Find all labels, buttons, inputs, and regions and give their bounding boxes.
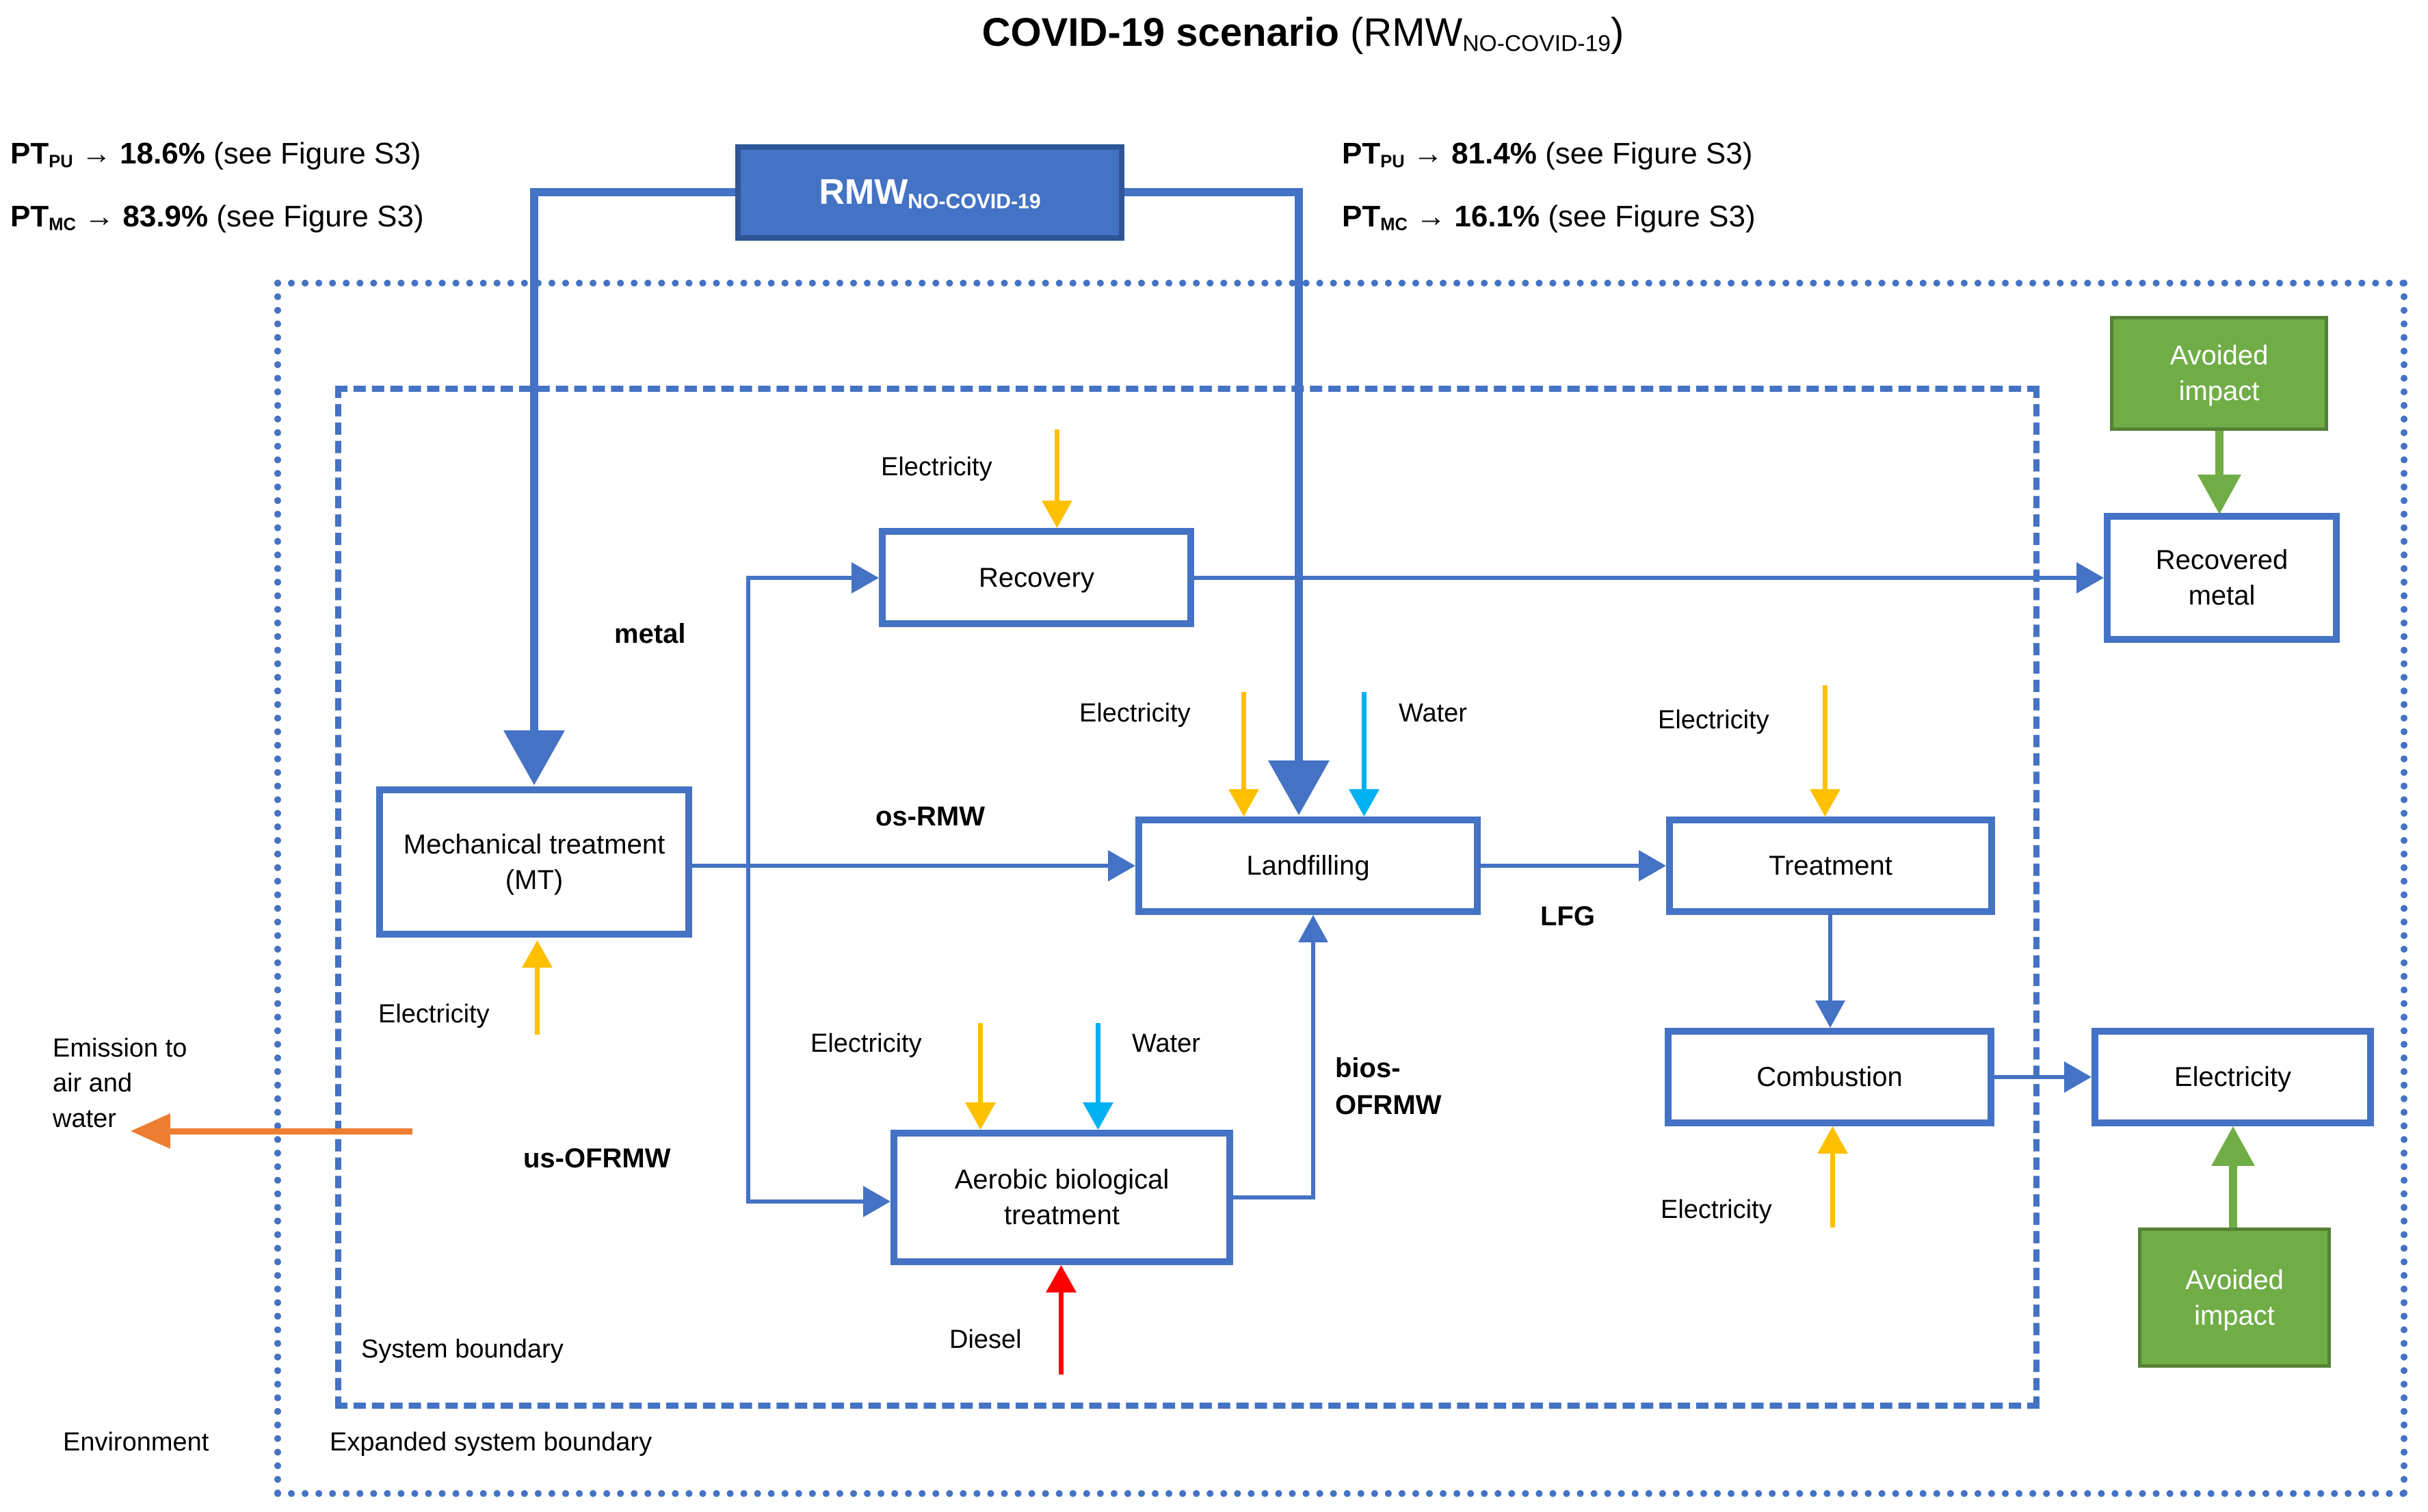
rmw-to-landfilling-line-v bbox=[1295, 188, 1303, 762]
electricity-arrow-aerobic-line bbox=[978, 1023, 983, 1104]
emission-label: Emission to air and water bbox=[53, 1034, 187, 1133]
treatment-to-combustion-line bbox=[1828, 915, 1832, 1002]
electricity-label-combustion: Electricity bbox=[1661, 1195, 1772, 1224]
metal-label: metal bbox=[614, 619, 686, 649]
metal-line-v bbox=[746, 578, 750, 868]
node-rmw-source: RMWNO-COVID-19 bbox=[735, 144, 1124, 241]
expanded-system-boundary bbox=[274, 280, 2407, 1497]
system-boundary-label: System boundary bbox=[361, 1335, 564, 1364]
us-ofrmw-label: us-OFRMW bbox=[523, 1143, 671, 1173]
avoided-impact-bottom-arrow-line bbox=[2229, 1165, 2237, 1228]
bios-ofrmw-label: bios-OFRMW bbox=[1335, 1053, 1442, 1120]
pt-annotation-left-pu: PTPU → 18.6% (see Figure S3) bbox=[10, 137, 421, 172]
electricity-arrow-treatment-line bbox=[1823, 685, 1827, 791]
expanded-system-boundary-label: Expanded system boundary bbox=[330, 1428, 652, 1457]
us-ofrmw-line-v bbox=[746, 866, 750, 1204]
node-treatment: Treatment bbox=[1666, 817, 1995, 915]
electricity-arrow-mt-line bbox=[535, 966, 540, 1035]
node-combustion: Combustion bbox=[1665, 1028, 1994, 1126]
emission-arrow-line bbox=[169, 1128, 412, 1135]
water-arrow-landfilling-line bbox=[1362, 692, 1367, 791]
water-label-landfilling: Water bbox=[1399, 699, 1467, 728]
system-boundary bbox=[335, 386, 2040, 1409]
electricity-arrow-recovery-line bbox=[1055, 429, 1059, 502]
os-rmw-line bbox=[692, 864, 1109, 868]
pt-annotation-right-mc: PTMC → 16.1% (see Figure S3) bbox=[1342, 200, 1756, 235]
diesel-arrow-line bbox=[1059, 1291, 1064, 1375]
us-ofrmw-line-h bbox=[746, 1199, 865, 1204]
node-recovered-metal: Recovered metal bbox=[2104, 513, 2340, 643]
rmw-to-mt-line-v bbox=[530, 188, 538, 732]
environment-label: Environment bbox=[63, 1428, 209, 1457]
node-landfilling: Landfilling bbox=[1135, 817, 1481, 915]
page-title: COVID-19 scenario (RMWNO-COVID-19) bbox=[981, 10, 1624, 57]
os-rmw-label: os-RMW bbox=[875, 801, 985, 832]
node-electricity-output: Electricity bbox=[2091, 1028, 2374, 1126]
electricity-label-mt: Electricity bbox=[378, 1000, 490, 1029]
electricity-label-treatment: Electricity bbox=[1658, 706, 1769, 734]
node-recovery: Recovery bbox=[879, 528, 1194, 627]
water-label-aerobic: Water bbox=[1132, 1029, 1200, 1058]
lfg-label: LFG bbox=[1540, 901, 1595, 931]
rmw-to-mt-line-h bbox=[534, 188, 735, 196]
node-avoided-impact-top: Avoided impact bbox=[2110, 316, 2328, 431]
combustion-to-electricity-line bbox=[1994, 1075, 2066, 1079]
avoided-impact-top-arrow-line bbox=[2215, 431, 2224, 476]
recovery-to-metal-line bbox=[1194, 576, 2076, 580]
node-avoided-impact-bottom: Avoided impact bbox=[2138, 1228, 2331, 1368]
electricity-arrow-combustion-line bbox=[1830, 1152, 1835, 1228]
electricity-label-recovery: Electricity bbox=[881, 453, 992, 481]
pt-annotation-right-pu: PTPU → 81.4% (see Figure S3) bbox=[1342, 137, 1753, 172]
lfg-line bbox=[1481, 864, 1640, 868]
metal-line-h bbox=[746, 576, 853, 580]
bios-ofrmw-line-h bbox=[1233, 1195, 1315, 1199]
node-aerobic-treatment: Aerobic biological treatment bbox=[890, 1130, 1233, 1265]
rmw-to-landfilling-line-h bbox=[1124, 188, 1299, 196]
electricity-arrow-landfilling-line bbox=[1241, 692, 1246, 791]
pt-annotation-left-mc: PTMC → 83.9% (see Figure S3) bbox=[10, 200, 424, 235]
diesel-label: Diesel bbox=[949, 1325, 1022, 1354]
bios-ofrmw-line-v bbox=[1311, 941, 1315, 1199]
electricity-label-landfilling: Electricity bbox=[1079, 699, 1191, 728]
water-arrow-aerobic-line bbox=[1096, 1023, 1100, 1104]
node-mechanical-treatment: Mechanical treatment (MT) bbox=[376, 786, 692, 938]
electricity-label-aerobic: Electricity bbox=[810, 1029, 922, 1058]
